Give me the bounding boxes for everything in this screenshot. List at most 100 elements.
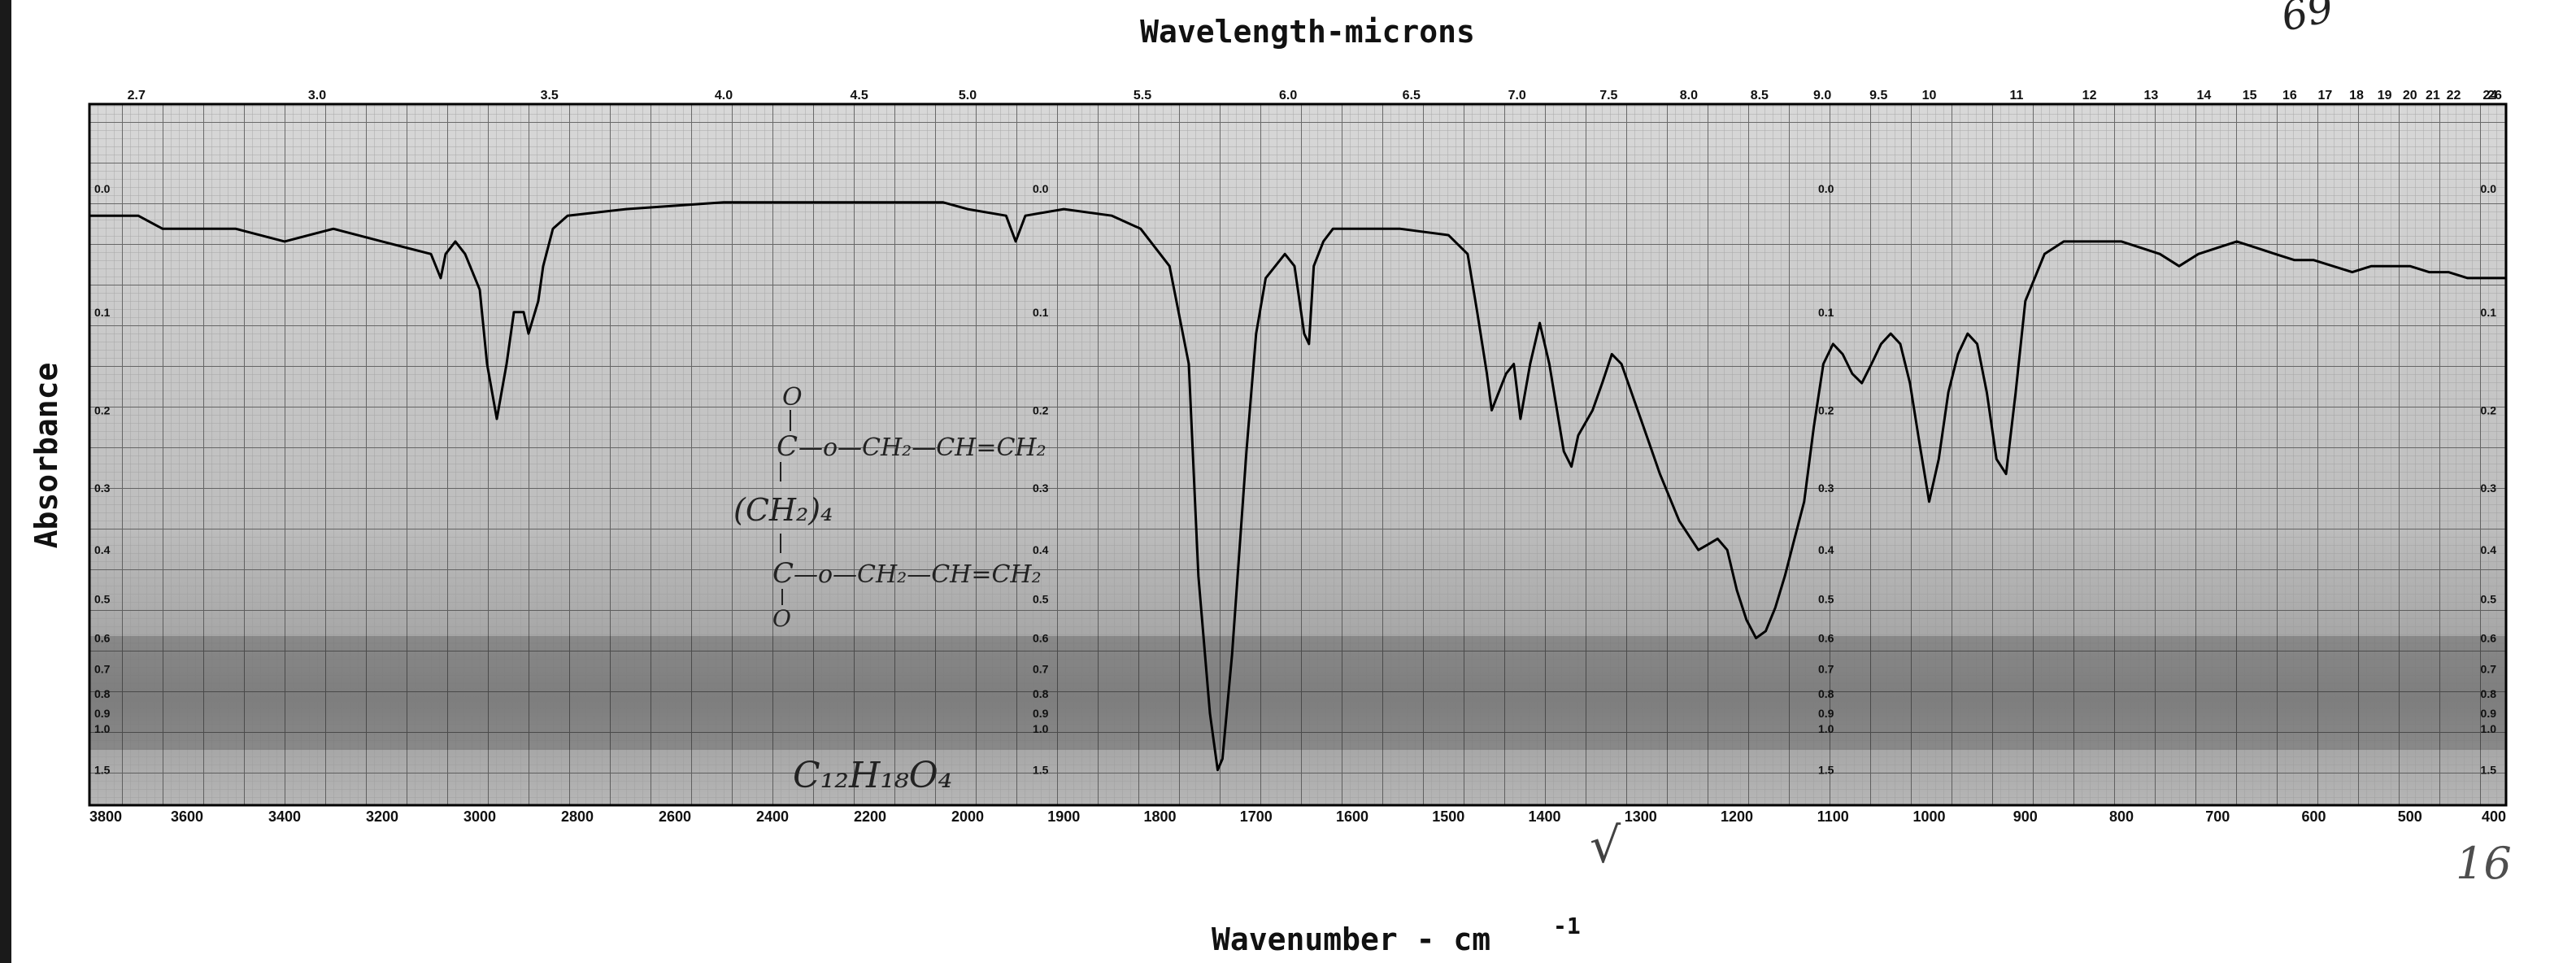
top-tick-label: 7.5	[1599, 89, 1617, 102]
handwritten-structure: O C —o—CH₂—CH=CH₂ (CH₂)₄ C —o—CH₂—CH=CH₂…	[733, 383, 1046, 796]
absorbance-tick-label: 0.7	[1033, 663, 1049, 676]
absorbance-tick-label: 0.3	[2481, 482, 2497, 495]
bottom-tick-label: 2000	[951, 808, 984, 825]
top-tick-label: 3.5	[541, 89, 559, 102]
top-tick-label: 20	[2403, 89, 2417, 102]
top-tick-label: 9.0	[1813, 89, 1831, 102]
carbonyl-o-top: O	[782, 383, 803, 412]
absorbance-tick-label: 0.3	[1033, 482, 1049, 495]
bottom-tick-label: 3800	[89, 808, 122, 825]
top-tick-label: 5.0	[959, 89, 977, 102]
absorbance-tick-label: 0.4	[94, 543, 111, 556]
absorbance-tick-label: 0.3	[94, 482, 111, 495]
bottom-tick-label: 400	[2482, 808, 2506, 825]
bottom-tick-label: 2600	[659, 808, 691, 825]
absorbance-tick-label: 0.1	[2481, 306, 2497, 319]
plot-grid	[89, 104, 2506, 805]
bottom-axis-title-text: Wavenumber - cm	[1212, 922, 1490, 957]
top-tick-label: 2.7	[128, 89, 146, 102]
bottom-tick-label: 500	[2398, 808, 2422, 825]
top-tick-label: 5.5	[1134, 89, 1151, 102]
absorbance-tick-label: 0.0	[1818, 182, 1834, 195]
bottom-tick-label: 1600	[1336, 808, 1368, 825]
absorbance-tick-label: 1.0	[2481, 722, 2497, 735]
top-tick-label: 6.5	[1403, 89, 1421, 102]
bottom-axis-title-sup: -1	[1553, 913, 1581, 939]
absorbance-tick-label: 0.0	[2481, 182, 2497, 195]
top-tick-label: 4.5	[851, 89, 868, 102]
absorbance-tick-label: 0.7	[2481, 663, 2497, 676]
top-tick-label: 16	[2282, 89, 2297, 102]
absorbance-tick-label: 0.2	[2481, 403, 2497, 416]
absorbance-tick-label: 0.8	[94, 687, 111, 700]
absorbance-tick-label: 0.1	[1033, 306, 1049, 319]
absorbance-tick-label: 1.5	[2481, 764, 2497, 777]
top-tick-label: 26	[2487, 89, 2502, 102]
absorbance-tick-label: 0.8	[1033, 687, 1049, 700]
absorbance-tick-label: 0.8	[2481, 687, 2497, 700]
bottom-tick-label: 1200	[1721, 808, 1753, 825]
bottom-tick-label: 700	[2205, 808, 2230, 825]
bottom-tick-label: 3600	[171, 808, 203, 825]
bottom-tick-label: 2800	[561, 808, 594, 825]
absorbance-tick-label: 0.5	[2481, 593, 2497, 606]
absorbance-tick-label: 0.1	[94, 306, 111, 319]
absorbance-tick-labels: 0.0 0.1 0.2 0.3 0.4 0.5 0.6 0.7 0.8 0.9 1.0 1.5 0.0 0…	[94, 182, 2496, 777]
absorbance-tick-label: 0.5	[94, 593, 111, 606]
top-tick-label: 24	[2482, 89, 2497, 102]
bottom-tick-label: 1800	[1143, 808, 1176, 825]
top-tick-label: 3.0	[308, 89, 326, 102]
handwritten-number-top-right: 69	[2277, 0, 2337, 41]
absorbance-tick-label: 0.6	[2481, 632, 2497, 645]
spectrum-trace	[89, 201, 2506, 772]
top-tick-label: 14	[2196, 89, 2211, 102]
absorbance-tick-label: 0.9	[1033, 707, 1049, 720]
bottom-tick-label: 3000	[463, 808, 496, 825]
absorbance-tick-label: 1.5	[1818, 764, 1834, 777]
bottom-tick-label: 1900	[1047, 808, 1080, 825]
bottom-tick-label: 900	[2013, 808, 2038, 825]
absorbance-tick-label: 0.6	[1033, 632, 1049, 645]
absorbance-tick-label: 0.2	[94, 403, 111, 416]
top-tick-label: 10	[1922, 89, 1937, 102]
absorbance-tick-label: 0.5	[1033, 593, 1049, 606]
top-tick-label: 8.5	[1751, 89, 1769, 102]
top-tick-label: 13	[2143, 89, 2158, 102]
structure-c1: C	[777, 430, 798, 463]
absorbance-tick-label: 1.0	[1818, 722, 1834, 735]
absorbance-tick-label: 0.0	[1033, 182, 1049, 195]
top-tick-label: 21	[2426, 89, 2440, 102]
absorbance-tick-label: 0.9	[2481, 707, 2497, 720]
top-tick-label: 9.5	[1869, 89, 1887, 102]
bottom-tick-label: 2400	[756, 808, 789, 825]
top-tick-label: 19	[2378, 89, 2392, 102]
handwritten-number-bottom-right: 16	[2456, 838, 2512, 889]
bottom-tick-labels: 3800 3600 3400 3200 3000 2800 2600 2400 2200 2000…	[89, 808, 2506, 825]
bottom-axis-title: Wavenumber - cm -1	[1212, 913, 1581, 957]
bottom-tick-label: 600	[2301, 808, 2326, 825]
structure-c2: C	[772, 557, 794, 590]
absorbance-tick-label: 0.9	[94, 707, 111, 720]
absorbance-tick-label: 0.6	[1818, 632, 1834, 645]
bottom-tick-label: 1700	[1240, 808, 1273, 825]
absorbance-tick-label: 0.5	[1818, 593, 1834, 606]
structure-ester2: —o—CH₂—CH=CH₂	[794, 560, 1042, 589]
absorbance-tick-label: 0.4	[1818, 543, 1834, 556]
bottom-tick-label: 3200	[366, 808, 398, 825]
absorbance-tick-label: 0.2	[1818, 403, 1834, 416]
absorbance-tick-label: 0.8	[1818, 687, 1834, 700]
top-tick-label: 22	[2447, 89, 2461, 102]
absorbance-tick-label: 0.0	[94, 182, 111, 195]
absorbance-tick-label: 0.3	[1818, 482, 1834, 495]
top-tick-label: 12	[2082, 89, 2097, 102]
bottom-tick-label: 1100	[1817, 808, 1849, 825]
top-tick-label: 15	[2243, 89, 2257, 102]
structure-ch2-4: (CH₂)₄	[733, 492, 833, 528]
bottom-tick-label: 1400	[1528, 808, 1560, 825]
absorbance-tick-label: 1.0	[94, 722, 111, 735]
absorbance-tick-label: 0.7	[94, 663, 111, 676]
top-tick-label: 7.0	[1508, 89, 1526, 102]
bottom-tick-label: 1300	[1625, 808, 1657, 825]
top-tick-label: 18	[2349, 89, 2364, 102]
